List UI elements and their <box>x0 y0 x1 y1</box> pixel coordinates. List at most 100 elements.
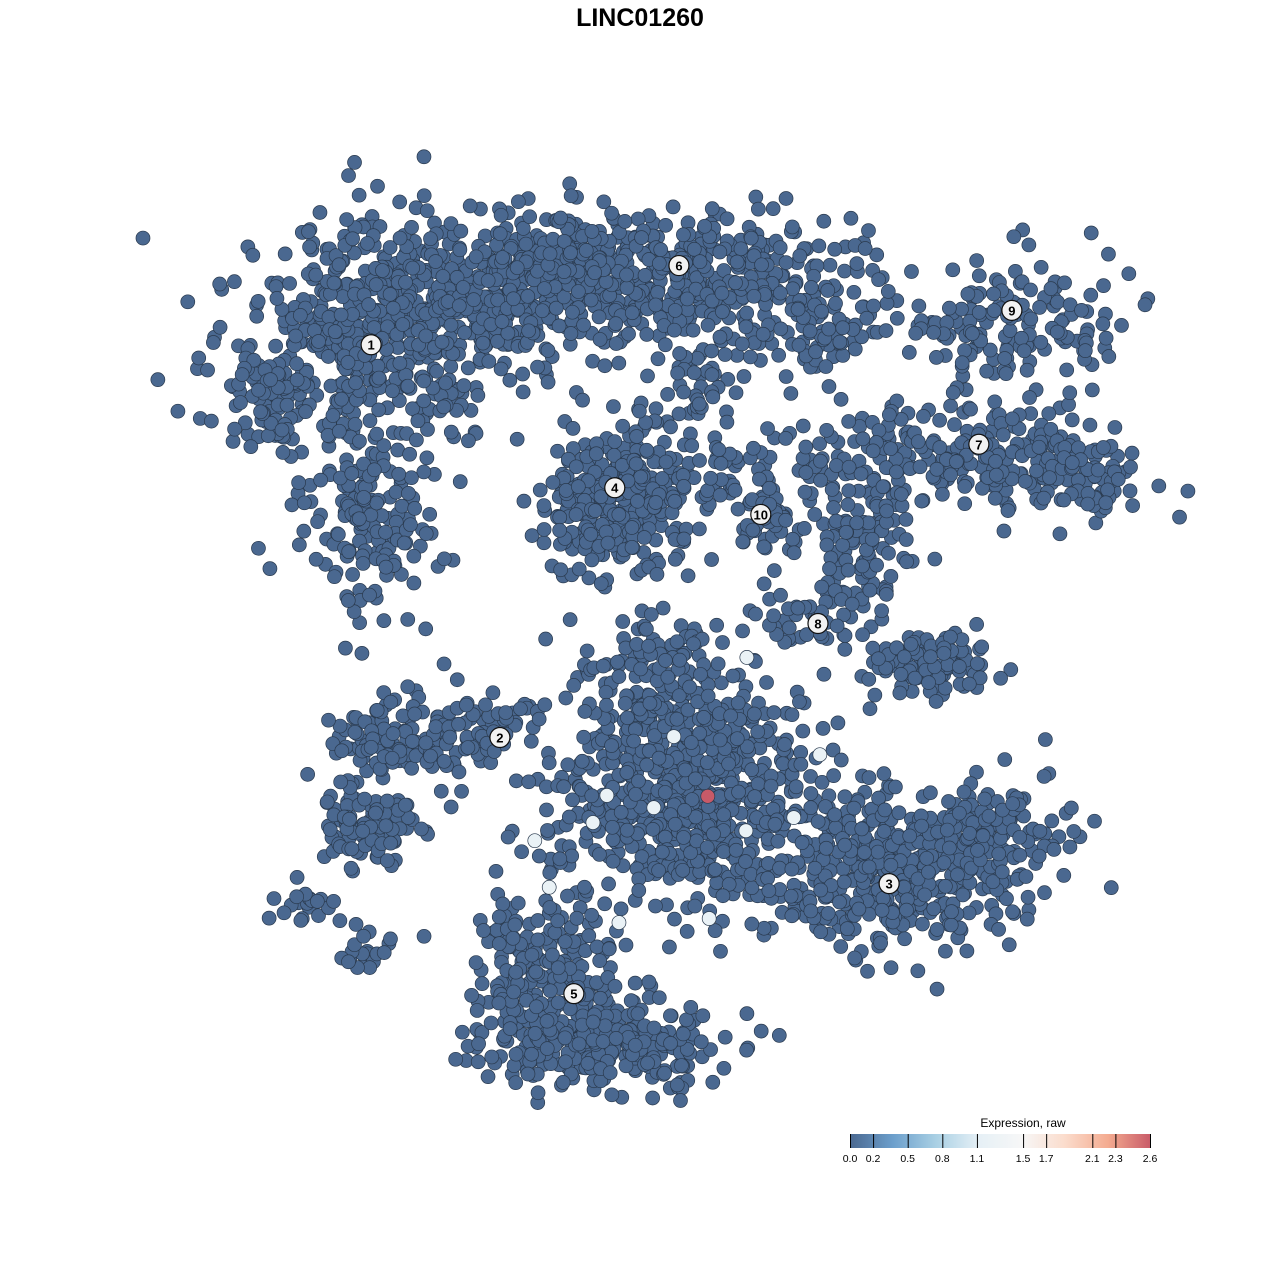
cell-point <box>945 262 961 278</box>
cell-point <box>540 374 556 390</box>
cell-point <box>1151 478 1167 494</box>
cell-point <box>711 442 727 457</box>
cell-point <box>371 370 387 386</box>
cell-point <box>792 694 807 710</box>
cell-point <box>878 586 894 602</box>
cell-point <box>508 1046 524 1062</box>
cell-point <box>462 198 478 214</box>
cell-point <box>275 445 291 460</box>
cell-point <box>832 334 848 350</box>
cell-point <box>797 521 812 536</box>
cell-point <box>410 413 426 429</box>
cell-point <box>279 397 295 413</box>
cell-point <box>911 298 927 314</box>
cell-point <box>654 844 670 860</box>
cell-point <box>970 656 985 671</box>
cell-point <box>266 891 282 906</box>
cell-point <box>910 963 926 979</box>
cell-point <box>704 552 719 567</box>
cell-point <box>552 851 568 867</box>
cell-point <box>743 230 759 246</box>
cell-point <box>898 532 914 547</box>
cell-point <box>584 552 600 568</box>
cell-point <box>1074 303 1089 318</box>
cell-point <box>651 863 666 878</box>
cell-point <box>557 1030 573 1046</box>
cell-point <box>538 631 554 647</box>
cell-point <box>777 737 792 752</box>
cell-point <box>971 305 987 320</box>
cell-point <box>658 454 674 470</box>
cell-point <box>857 241 873 256</box>
cell-point <box>1056 492 1072 508</box>
cell-point <box>558 483 574 498</box>
cell-point <box>1049 324 1065 340</box>
cell-point <box>539 1013 555 1029</box>
cell-point <box>1110 471 1126 487</box>
cell-point <box>731 784 746 800</box>
cell-point <box>855 627 870 643</box>
cell-point <box>376 945 392 960</box>
cell-point <box>530 1085 546 1101</box>
cell-point <box>739 1042 754 1058</box>
cell-point <box>363 739 379 755</box>
cell-point <box>605 819 620 835</box>
cell-point <box>418 735 434 751</box>
cell-point <box>436 656 452 672</box>
cell-point <box>289 372 305 388</box>
cell-point <box>723 708 738 724</box>
cell-point <box>957 343 972 358</box>
cell-point <box>418 621 434 637</box>
cell-point <box>676 479 692 494</box>
cell-point <box>728 385 744 401</box>
cell-point <box>400 378 416 394</box>
cell-point <box>556 264 572 280</box>
cell-point <box>505 930 521 946</box>
cell-point <box>348 917 364 932</box>
cell-point <box>827 241 843 257</box>
cell-point <box>739 305 755 321</box>
cell-point <box>571 1036 587 1052</box>
cell-point <box>871 272 886 288</box>
cell-point <box>648 401 664 417</box>
cell-point <box>532 482 548 498</box>
cell-point <box>878 323 894 338</box>
cell-point <box>508 1075 524 1091</box>
cell-point <box>326 893 341 909</box>
cell-point <box>807 507 823 522</box>
cell-point <box>1124 445 1140 461</box>
cell-point <box>1172 509 1187 525</box>
cell-point <box>418 526 434 542</box>
cell-point <box>1037 885 1052 900</box>
cell-point <box>206 335 221 350</box>
cell-point <box>312 205 328 220</box>
cell-point <box>402 446 418 462</box>
cell-point <box>568 459 584 475</box>
cell-point <box>1014 330 1029 346</box>
cell-point <box>912 459 928 475</box>
cell-point <box>819 422 834 438</box>
cell-point <box>767 816 783 832</box>
cell-point <box>509 260 525 276</box>
cell-point <box>416 928 432 944</box>
cell-point <box>341 168 356 183</box>
cell-point <box>818 840 834 856</box>
cell-point <box>423 748 438 764</box>
cell-point <box>957 479 973 494</box>
cell-point <box>600 535 616 551</box>
cell-point <box>704 367 720 382</box>
cell-point <box>1017 473 1033 489</box>
cell-point <box>541 755 557 771</box>
cell-point <box>542 900 558 915</box>
cell-point <box>508 964 524 980</box>
cell-point <box>542 246 558 262</box>
cell-point <box>282 276 297 291</box>
cell-point <box>1083 287 1099 303</box>
cell-point <box>667 303 683 318</box>
cell-point <box>528 964 544 980</box>
cell-point <box>772 240 788 255</box>
cell-point <box>604 1087 620 1103</box>
cell-point <box>308 267 324 283</box>
cell-point <box>620 710 635 726</box>
cell-point <box>756 539 772 555</box>
